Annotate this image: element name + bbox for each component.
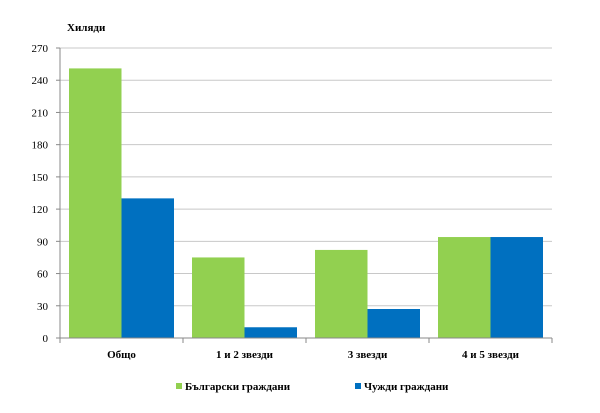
- x-category-label: 4 и 5 звезди: [462, 349, 520, 361]
- axes: [59, 48, 553, 343]
- y-tick-label: 210: [32, 107, 49, 119]
- x-category-label: 3 звезди: [348, 349, 388, 361]
- y-tick-label: 120: [32, 204, 49, 216]
- y-tick-label: 180: [32, 140, 49, 152]
- bar: [315, 249, 368, 338]
- y-axis-unit-label: Хиляди: [67, 22, 106, 34]
- legend-label: Български граждани: [185, 381, 291, 393]
- bar: [244, 327, 297, 338]
- bar: [192, 257, 245, 338]
- legend-label: Чужди граждани: [364, 381, 449, 393]
- x-category-label: Общо: [107, 349, 136, 361]
- y-tick-label: 150: [32, 172, 49, 184]
- legend-swatch: [355, 383, 361, 389]
- y-tick-label: 60: [37, 269, 49, 281]
- bar: [367, 309, 420, 338]
- y-tick-label: 30: [37, 301, 49, 313]
- y-axis-ticks: 0 30 60 90 120 150 180 210 240 270: [32, 43, 60, 345]
- y-tick-label: 240: [32, 75, 49, 87]
- x-axis-categories: Общо 1 и 2 звезди 3 звезди 4 и 5 звезди: [107, 349, 520, 361]
- legend: Български граждани Чужди граждани: [176, 381, 449, 393]
- bar: [490, 237, 543, 338]
- y-tick-label: 0: [43, 333, 49, 345]
- bar: [69, 68, 122, 338]
- legend-swatch: [176, 383, 182, 389]
- y-tick-label: 270: [32, 43, 49, 55]
- bar: [121, 198, 174, 338]
- y-tick-label: 90: [37, 236, 49, 248]
- x-category-label: 1 и 2 звезди: [216, 349, 274, 361]
- bar: [438, 237, 491, 338]
- bars: [69, 68, 543, 338]
